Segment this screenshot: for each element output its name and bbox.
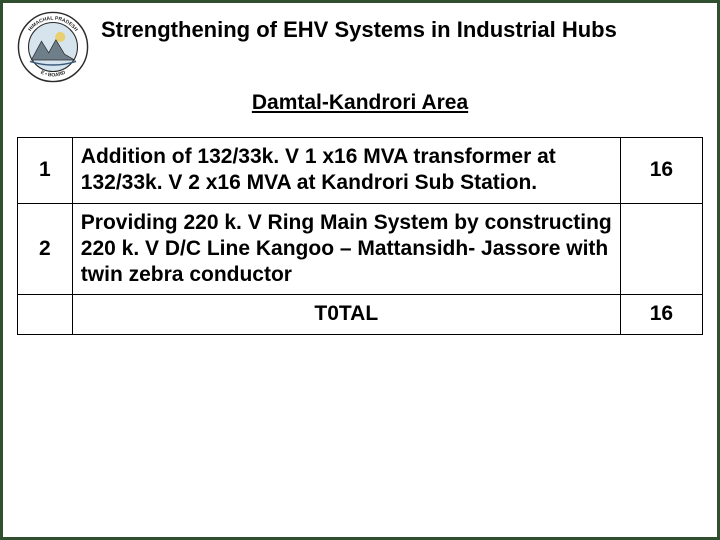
- table-row: 1 Addition of 132/33k. V 1 x16 MVA trans…: [18, 138, 703, 204]
- data-table: 1 Addition of 132/33k. V 1 x16 MVA trans…: [17, 137, 703, 335]
- header-row: HIMACHAL PRADESH E • BOARD Strengthening…: [17, 11, 703, 83]
- table-total-row: T0TAL 16: [18, 295, 703, 334]
- page-subtitle: Damtal-Kandrori Area: [17, 91, 703, 115]
- row-value: 16: [620, 138, 702, 204]
- page-title: Strengthening of EHV Systems in Industri…: [101, 17, 617, 43]
- row-number: 1: [18, 138, 73, 204]
- total-blank-cell: [18, 295, 73, 334]
- table-row: 2 Providing 220 k. V Ring Main System by…: [18, 203, 703, 295]
- row-number: 2: [18, 203, 73, 295]
- row-value: [620, 203, 702, 295]
- total-label: T0TAL: [72, 295, 620, 334]
- emblem-logo: HIMACHAL PRADESH E • BOARD: [17, 11, 89, 83]
- slide-page: HIMACHAL PRADESH E • BOARD Strengthening…: [0, 0, 720, 540]
- row-description: Providing 220 k. V Ring Main System by c…: [72, 203, 620, 295]
- total-value: 16: [620, 295, 702, 334]
- row-description: Addition of 132/33k. V 1 x16 MVA transfo…: [72, 138, 620, 204]
